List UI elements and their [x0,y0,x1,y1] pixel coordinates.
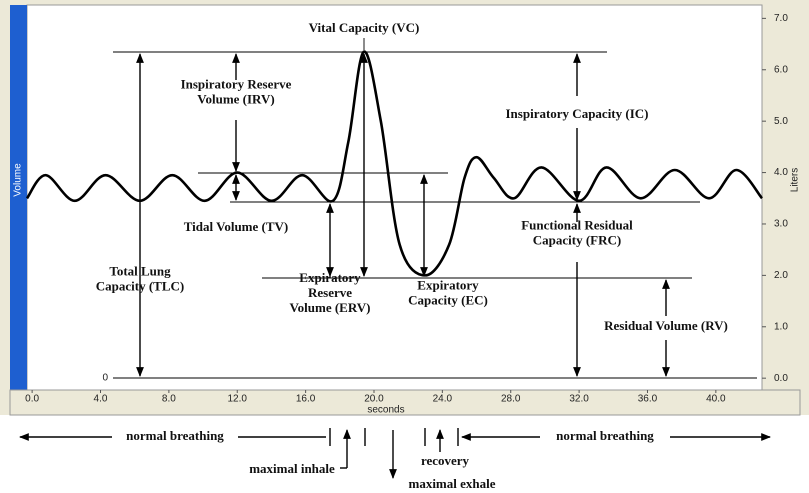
y-tick-label: 2.0 [774,270,788,281]
annotation: recovery [421,453,470,468]
x-axis-panel [9,389,801,416]
x-tick-label: 12.0 [228,394,248,405]
annotation: normal breathing [126,428,224,443]
y-axis-label: Volume [13,163,24,197]
annotation: maximal inhale [249,461,335,476]
annotation: Capacity (FRC) [533,232,621,247]
annotation: Expiratory [299,270,361,285]
annotation: normal breathing [556,428,654,443]
annotation: Expiratory [417,277,479,292]
x-tick-label: 0.0 [25,394,39,405]
annotation: Inspiratory Capacity (IC) [506,106,649,121]
x-tick-label: 40.0 [706,394,726,405]
annotation: Tidal Volume (TV) [184,219,289,234]
y-tick-label: 5.0 [774,116,788,127]
annotation: Volume (IRV) [197,91,274,106]
annotation: Capacity (TLC) [96,278,184,293]
y-tick-label: 7.0 [774,13,788,24]
y-tick-label: 3.0 [774,219,788,230]
annotation: Total Lung [109,263,171,278]
y-tick-label: 1.0 [774,321,788,332]
x-tick-label: 28.0 [501,394,521,405]
volume-line [25,50,764,277]
x-tick-label: 16.0 [296,394,316,405]
arrows [19,53,771,479]
x-tick-label: 8.0 [162,394,176,405]
annotation: Residual Volume (RV) [604,318,728,333]
annotation: Capacity (EC) [408,292,488,307]
y-tick-label: 0.0 [774,373,788,384]
annotation: Vital Capacity (VC) [309,20,420,35]
x-tick-label: 4.0 [94,394,108,405]
annotation: Reserve [308,285,352,300]
annotation: Functional Residual [521,217,633,232]
x-tick-label: 20.0 [364,394,384,405]
annotation: 0 [102,373,108,384]
y-tick-label: 4.0 [774,167,788,178]
x-tick-label: 24.0 [433,394,453,405]
annotation: maximal exhale [408,476,495,491]
x-tick-label: 32.0 [569,394,589,405]
annotation: Inspiratory Reserve [181,76,292,91]
annotation: Volume (ERV) [289,300,370,315]
x-axis-label: seconds [367,405,404,416]
y2-axis-label: Liters [790,168,801,192]
x-tick-label: 36.0 [638,394,658,405]
volume-bar [10,5,27,390]
y-tick-label: 6.0 [774,64,788,75]
